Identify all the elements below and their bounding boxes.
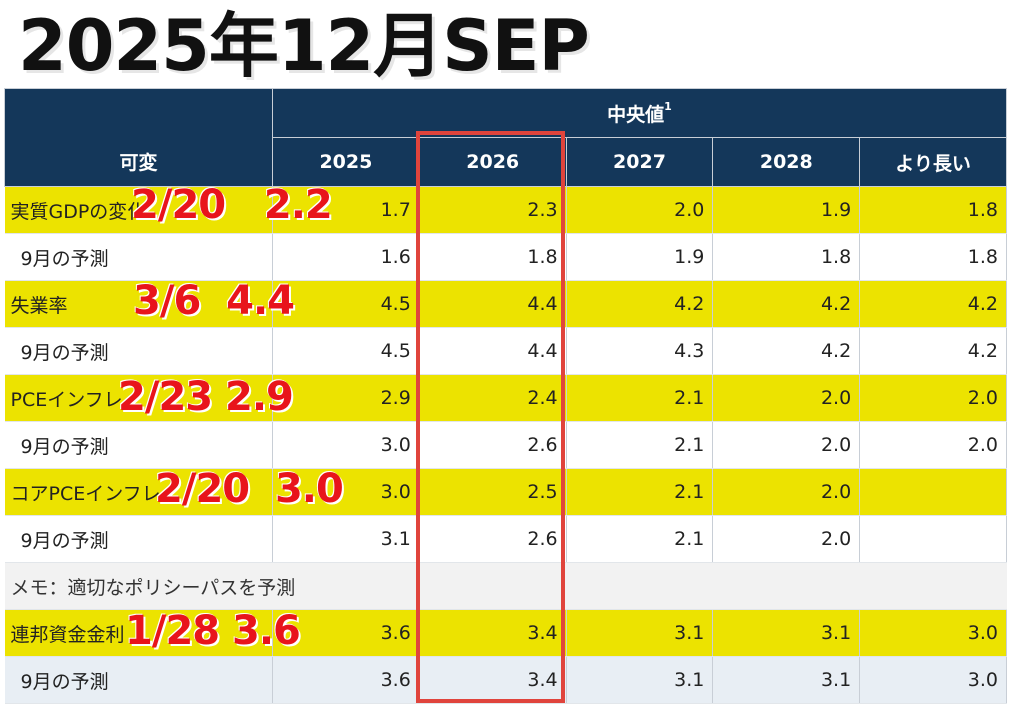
col-header-2025: 2025 bbox=[272, 137, 420, 187]
annotation-fed-funds: 1/28 3.6 bbox=[125, 608, 301, 654]
table-row-variable: 連邦資金金利 3.6 3.4 3.1 3.1 3.0 bbox=[4, 609, 1007, 657]
cell-value: 3.0 bbox=[272, 468, 420, 516]
table-row-forecast: 9月の予測 3.6 3.4 3.1 3.1 3.0 bbox=[4, 656, 1007, 704]
cell-value: 1.6 bbox=[272, 233, 420, 281]
cell-value: 1.8 bbox=[712, 233, 861, 281]
table-row-variable: 実質GDPの変化 1.7 2.3 2.0 1.9 1.8 bbox=[4, 186, 1007, 234]
cell-value: 2.6 bbox=[419, 421, 567, 469]
cell-value: 2.5 bbox=[419, 468, 567, 516]
row-label: 9月の予測 bbox=[4, 233, 273, 281]
table-row-forecast: 9月の予測 3.1 2.6 2.1 2.0 bbox=[4, 515, 1007, 563]
memo-text: メモ：適切なポリシーパスを予測 bbox=[4, 562, 1007, 610]
memo-row: メモ：適切なポリシーパスを予測 bbox=[4, 562, 1007, 610]
footnote-marker: 1 bbox=[664, 99, 672, 113]
row-label: 9月の予測 bbox=[4, 656, 273, 704]
cell-value: 3.1 bbox=[712, 656, 861, 704]
cell-value bbox=[859, 468, 1007, 516]
cell-value: 2.1 bbox=[566, 374, 714, 422]
cell-value: 4.4 bbox=[419, 280, 567, 328]
cell-value: 1.8 bbox=[419, 233, 567, 281]
cell-value: 4.5 bbox=[272, 280, 420, 328]
row-label: 9月の予測 bbox=[4, 421, 273, 469]
cell-value: 3.6 bbox=[272, 656, 420, 704]
cell-value: 3.1 bbox=[566, 656, 714, 704]
cell-value: 2.0 bbox=[712, 374, 861, 422]
table-row-variable: コアPCEインフレ 3.0 2.5 2.1 2.0 bbox=[4, 468, 1007, 516]
col-header-longer-run: より長い bbox=[859, 137, 1007, 187]
cell-value: 2.0 bbox=[712, 515, 861, 563]
cell-value: 2.0 bbox=[712, 421, 861, 469]
cell-value: 1.9 bbox=[566, 233, 714, 281]
cell-value: 1.9 bbox=[712, 186, 861, 234]
cell-value: 2.1 bbox=[566, 421, 714, 469]
cell-value: 2.4 bbox=[419, 374, 567, 422]
table-row-forecast: 9月の予測 1.6 1.8 1.9 1.8 1.8 bbox=[4, 233, 1007, 281]
page-title: 2025年12月SEP bbox=[18, 5, 590, 87]
table-row-variable: PCEインフレ 2.9 2.4 2.1 2.0 2.0 bbox=[4, 374, 1007, 422]
row-label: PCEインフレ bbox=[4, 374, 273, 422]
annotation-core-pce: 2/20 3.0 bbox=[155, 466, 344, 512]
median-header: 中央値1 bbox=[272, 88, 1007, 138]
annotation-gdp: 2/20 2.2 bbox=[131, 182, 333, 228]
cell-value: 3.4 bbox=[419, 609, 567, 657]
row-label: 実質GDPの変化 bbox=[4, 186, 273, 234]
cell-value: 3.4 bbox=[419, 656, 567, 704]
row-label: 9月の予測 bbox=[4, 515, 273, 563]
col-header-2026: 2026 bbox=[418, 137, 567, 187]
row-label: 連邦資金金利 bbox=[4, 609, 273, 657]
cell-value: 2.6 bbox=[419, 515, 567, 563]
cell-value: 2.1 bbox=[566, 515, 714, 563]
table-row-forecast: 9月の予測 4.5 4.4 4.3 4.2 4.2 bbox=[4, 327, 1007, 375]
cell-value: 3.0 bbox=[859, 609, 1007, 657]
cell-value: 2.9 bbox=[272, 374, 420, 422]
cell-value: 3.6 bbox=[272, 609, 420, 657]
cell-value: 2.1 bbox=[566, 468, 714, 516]
cell-value: 4.5 bbox=[272, 327, 420, 375]
annotation-unemployment: 3/6 4.4 bbox=[133, 278, 295, 324]
row-label: コアPCEインフレ bbox=[4, 468, 273, 516]
projections-table: 可変 中央値1 2025 2026 2027 2028 より長い 実質GDPの変… bbox=[4, 88, 1007, 704]
cell-value: 4.4 bbox=[419, 327, 567, 375]
highlight-box-2026 bbox=[416, 131, 565, 703]
row-label: 9月の予測 bbox=[4, 327, 273, 375]
cell-value: 4.2 bbox=[859, 327, 1007, 375]
table-row-variable: 失業率 4.5 4.4 4.2 4.2 4.2 bbox=[4, 280, 1007, 328]
cell-value: 4.2 bbox=[712, 280, 861, 328]
cell-value: 1.8 bbox=[859, 233, 1007, 281]
cell-value: 3.0 bbox=[272, 421, 420, 469]
cell-value: 1.8 bbox=[859, 186, 1007, 234]
cell-value: 4.3 bbox=[566, 327, 714, 375]
col-header-2027: 2027 bbox=[565, 137, 714, 187]
col-header-2028: 2028 bbox=[712, 137, 861, 187]
cell-value: 4.2 bbox=[859, 280, 1007, 328]
table-row-forecast: 9月の予測 3.0 2.6 2.1 2.0 2.0 bbox=[4, 421, 1007, 469]
cell-value: 2.3 bbox=[419, 186, 567, 234]
variable-header: 可変 bbox=[4, 88, 273, 187]
cell-value: 3.1 bbox=[712, 609, 861, 657]
cell-value: 3.1 bbox=[566, 609, 714, 657]
cell-value bbox=[859, 515, 1007, 563]
cell-value: 2.0 bbox=[566, 186, 714, 234]
cell-value: 2.0 bbox=[859, 421, 1007, 469]
cell-value: 3.1 bbox=[272, 515, 420, 563]
cell-value: 4.2 bbox=[712, 327, 861, 375]
cell-value: 1.7 bbox=[272, 186, 420, 234]
cell-value: 3.0 bbox=[859, 656, 1007, 704]
cell-value: 2.0 bbox=[712, 468, 861, 516]
annotation-pce: 2/23 2.9 bbox=[118, 374, 294, 420]
row-label: 失業率 bbox=[4, 280, 273, 328]
cell-value: 2.0 bbox=[859, 374, 1007, 422]
cell-value: 4.2 bbox=[566, 280, 714, 328]
